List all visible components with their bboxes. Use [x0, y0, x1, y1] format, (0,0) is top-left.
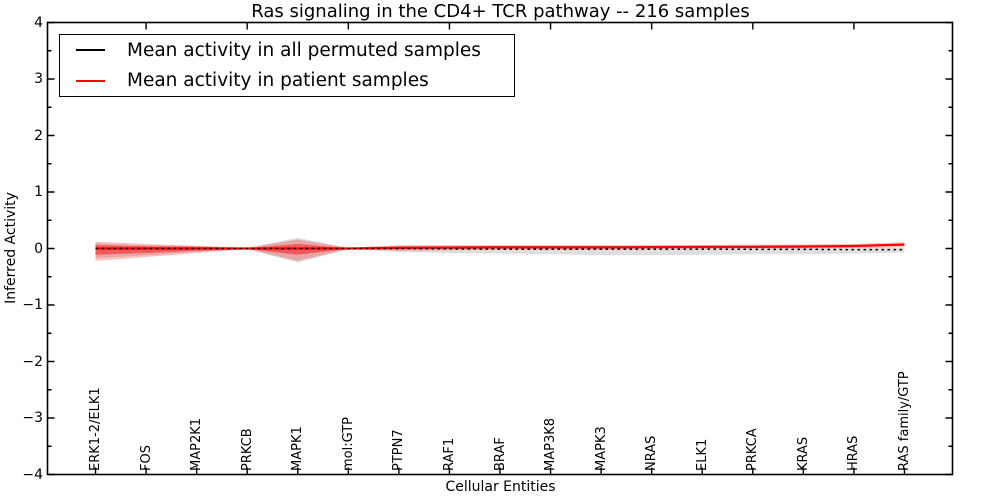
legend-label-permuted: Mean activity in all permuted samples: [127, 39, 481, 61]
x-tick-label: MAP2K1: [189, 417, 205, 471]
x-tick-label: HRAS: [846, 435, 862, 471]
legend-line-sample-patient: [76, 79, 105, 82]
x-tick-label: BRAF: [492, 436, 508, 471]
series-line-patient: [95, 243, 905, 250]
x-tick-label: KRAS: [795, 436, 811, 471]
x-tick-label: PRKCA: [745, 427, 761, 471]
legend: Mean activity in all permuted samples Me…: [59, 34, 515, 97]
x-tick-label: ERK1-2/ELK1: [88, 386, 104, 471]
x-tick-label: NRAS: [644, 435, 660, 471]
x-tick-label: FOS: [138, 444, 154, 471]
y-tick-label: −1: [22, 297, 43, 313]
band-permuted-samples-range: [95, 237, 905, 263]
x-tick-label: RAF1: [441, 437, 457, 471]
y-tick-label: −4: [22, 466, 43, 483]
legend-label-patient: Mean activity in patient samples: [127, 70, 429, 92]
y-tick-label: −2: [22, 353, 43, 370]
x-axis-label: Cellular Entities: [445, 479, 556, 495]
y-tick-label: −3: [22, 410, 43, 426]
x-tick-label: MAPK1: [290, 425, 306, 471]
legend-line-sample-permuted: [76, 49, 105, 52]
axis-ticks: [47, 21, 953, 476]
x-tick-label: mol:GTP: [340, 416, 356, 471]
x-tick-label: MAP3K8: [543, 417, 559, 471]
legend-item-patient: Mean activity in patient samples: [60, 66, 514, 96]
series-line-permuted: [95, 247, 905, 251]
y-tick-label: 4: [34, 14, 43, 31]
x-tick-label: PTPN7: [391, 428, 407, 471]
x-tick-label: PRKCB: [239, 427, 255, 471]
y-tick-label: 2: [34, 127, 43, 144]
y-tick-label: 3: [34, 71, 43, 87]
x-tick-label: MAPK3: [593, 425, 609, 471]
legend-item-permuted: Mean activity in all permuted samples: [60, 35, 514, 65]
y-tick-label: 0: [34, 240, 43, 257]
y-tick-label: 1: [34, 184, 43, 200]
chart-title: Ras signaling in the CD4+ TCR pathway --…: [251, 1, 750, 22]
x-tick-label: RAS family/GTP: [896, 370, 912, 471]
x-tick-label: ELK1: [694, 438, 710, 471]
band-patient-samples-range-outer: [95, 239, 905, 261]
